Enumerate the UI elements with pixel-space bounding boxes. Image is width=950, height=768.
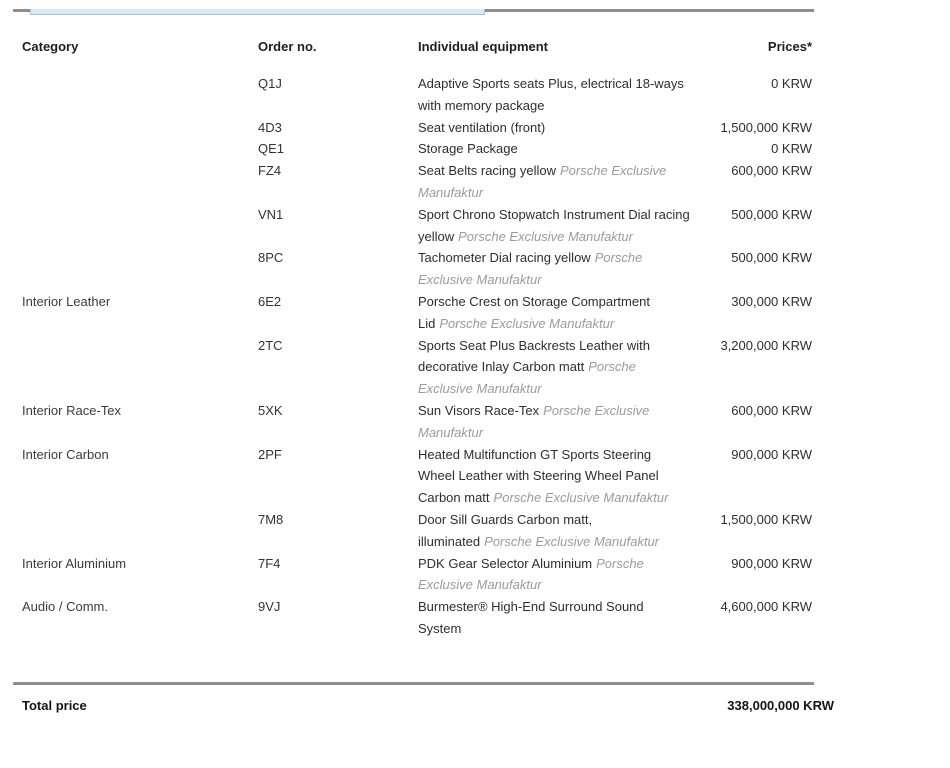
table-row: 7M8 Door Sill Guards Carbon matt, illumi… <box>22 509 812 553</box>
row-price: 900,000 KRW <box>731 446 812 462</box>
table-header-row: Category Order no. Individual equipment … <box>22 36 812 58</box>
table-row: Q1J Adaptive Sports seats Plus, electric… <box>22 73 812 117</box>
clipped-selection-strip <box>30 9 485 15</box>
row-equipment: Seat ventilation (front) <box>418 119 546 135</box>
manufaktur-label: Porsche Exclusive Manufaktur <box>418 250 643 288</box>
row-price: 500,000 KRW <box>731 250 812 266</box>
row-price: 1,500,000 KRW <box>720 511 812 527</box>
row-category: Interior Carbon <box>22 446 109 462</box>
row-order-no: 2PF <box>258 446 282 462</box>
row-price: 600,000 KRW <box>731 163 812 179</box>
row-order-no: 4D3 <box>258 119 282 135</box>
table-row: 4D3 Seat ventilation (front) 1,500,000 K… <box>22 117 812 139</box>
header-prices: Prices* <box>767 39 812 54</box>
total-price-value: 338,000,000 KRW <box>727 697 834 713</box>
row-order-no: 5XK <box>258 402 283 418</box>
total-price-label: Total price <box>22 697 87 713</box>
table-row: 8PC Tachometer Dial racing yellow Porsche… <box>22 247 812 291</box>
total-separator-rule <box>13 681 814 685</box>
row-equipment: Burmester® High-End Surround Sound Syste… <box>418 599 644 636</box>
row-category: Audio / Comm. <box>22 599 108 615</box>
row-order-no: 7F4 <box>258 555 281 571</box>
row-equipment: Sun Visors Race-Tex Porsche Exclusive Man… <box>418 402 650 440</box>
row-category: Interior Race-Tex <box>22 402 121 418</box>
manufaktur-label: Porsche Exclusive Manufaktur <box>493 490 669 506</box>
row-equipment: Sports Seat Plus Backrests Leather with … <box>418 337 650 397</box>
manufaktur-label: Porsche Exclusive Manufaktur <box>439 315 615 331</box>
table-row: 2TC Sports Seat Plus Backrests Leather w… <box>22 335 812 400</box>
table-row: VN1 Sport Chrono Stopwatch Instrument Di… <box>22 204 812 248</box>
manufaktur-label: Porsche Exclusive Manufaktur <box>418 359 636 397</box>
row-order-no: Q1J <box>258 76 282 91</box>
row-price: 0 KRW <box>771 141 812 157</box>
header-category: Category <box>22 39 79 54</box>
row-equipment: Tachometer Dial racing yellow Porsche Exc… <box>418 250 643 288</box>
row-order-no: 2TC <box>258 337 283 353</box>
header-individual-equipment: Individual equipment <box>418 39 549 54</box>
price-list-document: Category Order no. Individual equipment … <box>0 36 812 640</box>
row-equipment: Porsche Crest on Storage Compartment Lid… <box>418 293 650 331</box>
table-row: Interior Race-Tex 5XK Sun Visors Race-Te… <box>22 400 812 444</box>
manufaktur-label: Porsche Exclusive Manufaktur <box>484 533 660 549</box>
row-order-no: QE1 <box>258 141 285 157</box>
row-equipment: PDK Gear Selector Aluminium Porsche Exclu… <box>418 555 644 593</box>
row-order-no: 7M8 <box>258 511 284 527</box>
row-price: 3,200,000 KRW <box>720 337 812 353</box>
row-price: 300,000 KRW <box>731 293 812 309</box>
row-order-no: VN1 <box>258 206 284 222</box>
table-row: FZ4 Seat Belts racing yellow Porsche Excl… <box>22 160 812 204</box>
row-category: Interior Leather <box>22 293 111 309</box>
row-equipment: Adaptive Sports seats Plus, electrical 1… <box>418 76 684 113</box>
row-order-no: FZ4 <box>258 163 282 179</box>
table-row: Audio / Comm. 9VJ Burmester® High-End Su… <box>22 596 812 640</box>
row-equipment: Door Sill Guards Carbon matt, illuminate… <box>418 511 660 549</box>
table-row: Interior Leather 6E2 Porsche Crest on St… <box>22 291 812 335</box>
row-category: Interior Aluminium <box>22 555 127 571</box>
manufaktur-label: Porsche Exclusive Manufaktur <box>418 163 667 200</box>
row-price: 0 KRW <box>771 76 812 91</box>
table-row: QE1 Storage Package 0 KRW <box>22 138 812 160</box>
row-price: 4,600,000 KRW <box>720 599 812 615</box>
equipment-table-body: Q1J Adaptive Sports seats Plus, electric… <box>22 73 812 640</box>
row-order-no: 8PC <box>258 250 284 266</box>
manufaktur-label: Porsche Exclusive Manufaktur <box>418 555 644 593</box>
row-equipment: Sport Chrono Stopwatch Instrument Dial r… <box>418 206 690 244</box>
table-row: Interior Aluminium 7F4 PDK Gear Selector… <box>22 553 812 597</box>
table-row: Interior Carbon 2PF Heated Multifunction… <box>22 444 812 509</box>
total-row: Total price 338,000,000 KRW <box>22 685 834 713</box>
row-equipment: Seat Belts racing yellow Porsche Exclusiv… <box>418 163 667 200</box>
header-order-no: Order no. <box>258 39 317 54</box>
row-equipment: Heated Multifunction GT Sports Steering … <box>418 446 669 506</box>
manufaktur-label: Porsche Exclusive Manufaktur <box>418 402 650 440</box>
row-equipment: Storage Package <box>418 141 518 157</box>
row-price: 500,000 KRW <box>731 206 812 222</box>
row-order-no: 9VJ <box>258 599 281 615</box>
row-order-no: 6E2 <box>258 293 282 309</box>
row-price: 600,000 KRW <box>731 402 812 418</box>
row-price: 900,000 KRW <box>731 555 812 571</box>
row-price: 1,500,000 KRW <box>720 119 812 135</box>
manufaktur-label: Porsche Exclusive Manufaktur <box>458 228 633 244</box>
